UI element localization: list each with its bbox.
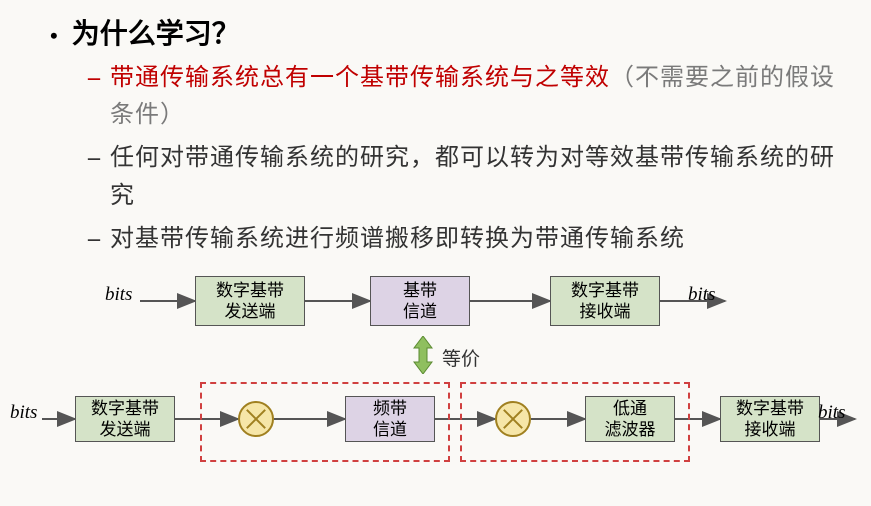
block-r1-2: 数字基带接收端 — [550, 276, 660, 326]
bullet-text: 带通传输系统总有一个基带传输系统与之等效（不需要之前的假设条件） — [110, 60, 841, 134]
bullet-item-0: –带通传输系统总有一个基带传输系统与之等效（不需要之前的假设条件） — [88, 60, 841, 134]
bullet-dash: – — [88, 140, 100, 214]
bullet-text: 对基带传输系统进行频谱搬移即转换为带通传输系统 — [110, 221, 685, 258]
block-r2-3: 数字基带接收端 — [720, 396, 820, 442]
block-r2-2: 低通滤波器 — [585, 396, 675, 442]
bits-out-r2: bits — [818, 402, 845, 424]
bullet-text: 任何对带通传输系统的研究，都可以转为对等效基带传输系统的研究 — [110, 140, 841, 214]
bullet-list: –带通传输系统总有一个基带传输系统与之等效（不需要之前的假设条件）–任何对带通传… — [88, 60, 841, 258]
bullet-dot: • — [50, 23, 58, 49]
mixer-icon-0 — [238, 401, 274, 437]
block-r1-0: 数字基带发送端 — [195, 276, 305, 326]
bullet-dash: – — [88, 221, 100, 258]
bullet-dash: – — [88, 60, 100, 134]
bits-in-r2: bits — [10, 402, 37, 424]
block-r1-1: 基带信道 — [370, 276, 470, 326]
equiv-label: 等价 — [442, 344, 480, 371]
bullet-item-1: –任何对带通传输系统的研究，都可以转为对等效基带传输系统的研究 — [88, 140, 841, 214]
bullet-item-2: –对基带传输系统进行频谱搬移即转换为带通传输系统 — [88, 221, 841, 258]
bits-in-r1: bits — [105, 284, 132, 306]
block-r2-1: 频带信道 — [345, 396, 435, 442]
diagram-area: 数字基带发送端基带信道数字基带接收端bitsbits等价数字基带发送端频带信道低… — [0, 266, 871, 506]
bits-out-r1: bits — [688, 284, 715, 306]
mixer-icon-1 — [495, 401, 531, 437]
slide-title: 为什么学习？ — [72, 12, 240, 52]
equiv-double-arrow-icon — [412, 336, 434, 374]
title-row: • 为什么学习？ — [50, 12, 841, 52]
block-r2-0: 数字基带发送端 — [75, 396, 175, 442]
